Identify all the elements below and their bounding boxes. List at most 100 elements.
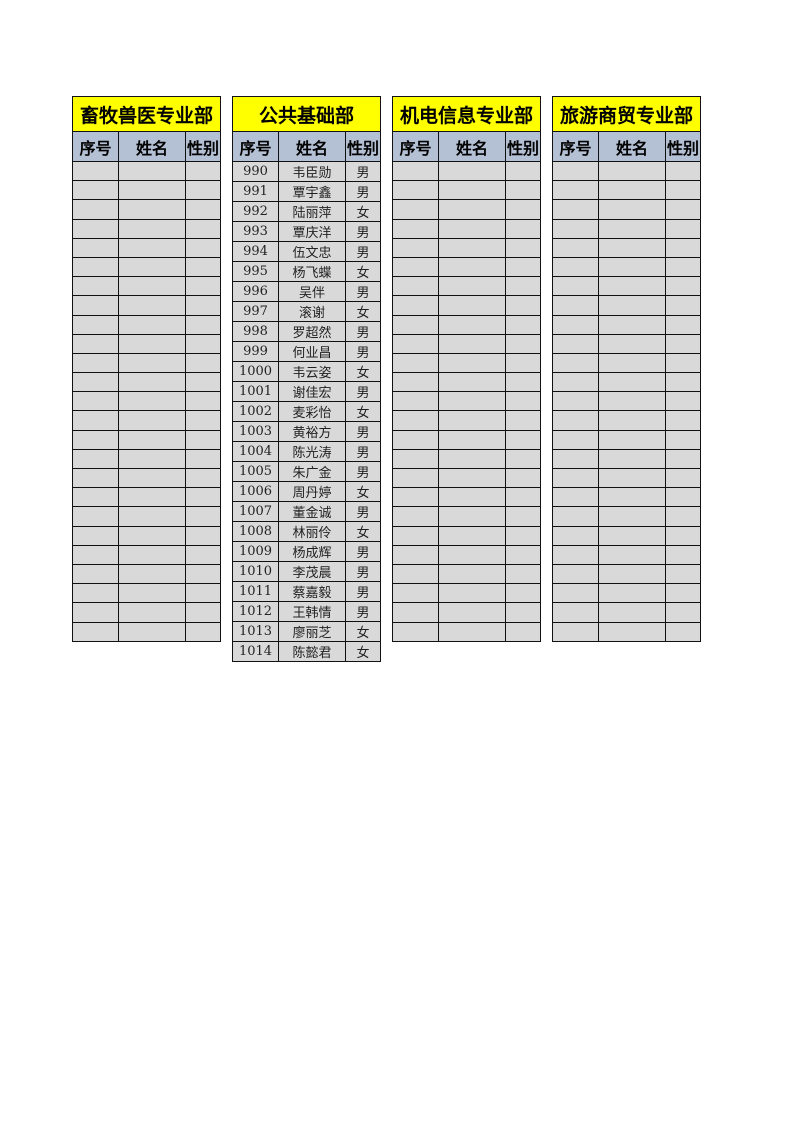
cell-gender[interactable] <box>185 429 221 450</box>
cell-seq[interactable] <box>552 525 599 546</box>
cell-gender[interactable] <box>665 602 701 623</box>
cell-seq[interactable] <box>552 448 599 470</box>
cell-gender[interactable] <box>665 563 701 585</box>
cell-seq[interactable]: 998 <box>232 321 279 342</box>
cell-name[interactable] <box>118 621 186 642</box>
cell-gender[interactable] <box>665 621 701 642</box>
cell-name[interactable] <box>438 448 506 470</box>
cell-gender[interactable] <box>505 314 541 335</box>
cell-seq[interactable] <box>392 391 439 412</box>
cell-seq[interactable] <box>552 180 599 201</box>
cell-gender[interactable] <box>505 525 541 546</box>
cell-name[interactable]: 吴伴 <box>278 281 346 302</box>
cell-gender[interactable] <box>505 333 541 354</box>
cell-name[interactable]: 陈光涛 <box>278 441 346 462</box>
cell-name[interactable] <box>598 467 666 489</box>
cell-name[interactable]: 伍文忠 <box>278 241 346 262</box>
cell-seq[interactable]: 996 <box>232 281 279 302</box>
cell-gender[interactable] <box>185 372 221 393</box>
cell-name[interactable] <box>598 525 666 546</box>
cell-name[interactable]: 朱广金 <box>278 461 346 482</box>
cell-seq[interactable] <box>72 621 119 642</box>
cell-name[interactable]: 周丹婷 <box>278 481 346 502</box>
cell-seq[interactable] <box>552 237 599 258</box>
cell-seq[interactable] <box>392 525 439 546</box>
cell-name[interactable] <box>118 448 186 470</box>
cell-seq[interactable] <box>72 352 119 374</box>
cell-gender[interactable] <box>665 160 701 182</box>
cell-gender[interactable] <box>185 563 221 585</box>
cell-seq[interactable] <box>552 276 599 297</box>
cell-seq[interactable]: 997 <box>232 301 279 322</box>
cell-seq[interactable]: 1004 <box>232 441 279 462</box>
cell-seq[interactable]: 992 <box>232 201 279 222</box>
cell-gender[interactable] <box>665 391 701 412</box>
cell-gender[interactable]: 女 <box>344 481 382 502</box>
cell-gender[interactable]: 女 <box>344 301 382 322</box>
cell-name[interactable] <box>598 410 666 431</box>
cell-gender[interactable] <box>185 199 221 220</box>
cell-seq[interactable] <box>392 602 439 623</box>
cell-gender[interactable]: 女 <box>344 201 382 222</box>
cell-seq[interactable] <box>72 276 119 297</box>
cell-name[interactable]: 覃庆洋 <box>278 221 346 242</box>
cell-name[interactable] <box>118 237 186 258</box>
cell-name[interactable]: 麦彩怡 <box>278 401 346 422</box>
cell-gender[interactable]: 女 <box>344 641 382 662</box>
cell-seq[interactable] <box>392 160 439 182</box>
cell-gender[interactable] <box>185 237 221 258</box>
cell-seq[interactable] <box>392 487 439 508</box>
cell-gender[interactable] <box>665 525 701 546</box>
cell-gender[interactable] <box>665 506 701 527</box>
cell-name[interactable] <box>598 256 666 278</box>
cell-name[interactable] <box>118 429 186 450</box>
cell-gender[interactable]: 男 <box>344 501 382 522</box>
cell-name[interactable] <box>598 352 666 374</box>
cell-name[interactable]: 王韩情 <box>278 601 346 622</box>
cell-seq[interactable] <box>392 467 439 489</box>
cell-name[interactable] <box>598 199 666 220</box>
cell-gender[interactable] <box>185 160 221 182</box>
cell-name[interactable] <box>118 295 186 316</box>
cell-gender[interactable] <box>185 448 221 470</box>
cell-name[interactable] <box>118 372 186 393</box>
cell-seq[interactable]: 1013 <box>232 621 279 642</box>
cell-seq[interactable] <box>392 352 439 374</box>
cell-name[interactable] <box>118 160 186 182</box>
cell-name[interactable] <box>438 256 506 278</box>
cell-gender[interactable]: 男 <box>344 581 382 602</box>
cell-name[interactable] <box>118 199 186 220</box>
cell-gender[interactable]: 女 <box>344 361 382 382</box>
cell-seq[interactable]: 1003 <box>232 421 279 442</box>
cell-name[interactable] <box>438 276 506 297</box>
cell-seq[interactable] <box>72 199 119 220</box>
cell-seq[interactable] <box>552 372 599 393</box>
cell-name[interactable]: 杨飞蝶 <box>278 261 346 282</box>
cell-seq[interactable] <box>552 199 599 220</box>
cell-seq[interactable]: 993 <box>232 221 279 242</box>
cell-name[interactable] <box>438 544 506 565</box>
cell-seq[interactable] <box>392 314 439 335</box>
cell-gender[interactable] <box>505 276 541 297</box>
cell-gender[interactable] <box>665 410 701 431</box>
cell-name[interactable] <box>118 563 186 585</box>
cell-gender[interactable] <box>505 506 541 527</box>
cell-gender[interactable] <box>505 218 541 239</box>
cell-seq[interactable]: 1011 <box>232 581 279 602</box>
cell-gender[interactable] <box>185 218 221 239</box>
cell-gender[interactable] <box>505 160 541 182</box>
cell-name[interactable] <box>598 487 666 508</box>
cell-seq[interactable] <box>72 314 119 335</box>
cell-seq[interactable]: 1002 <box>232 401 279 422</box>
cell-gender[interactable]: 男 <box>344 381 382 402</box>
cell-gender[interactable] <box>665 276 701 297</box>
cell-name[interactable]: 黄裕方 <box>278 421 346 442</box>
cell-seq[interactable] <box>552 410 599 431</box>
cell-seq[interactable] <box>392 333 439 354</box>
cell-name[interactable] <box>118 391 186 412</box>
cell-gender[interactable] <box>185 314 221 335</box>
cell-seq[interactable]: 1012 <box>232 601 279 622</box>
cell-gender[interactable] <box>665 372 701 393</box>
cell-seq[interactable] <box>552 467 599 489</box>
cell-seq[interactable] <box>72 563 119 585</box>
